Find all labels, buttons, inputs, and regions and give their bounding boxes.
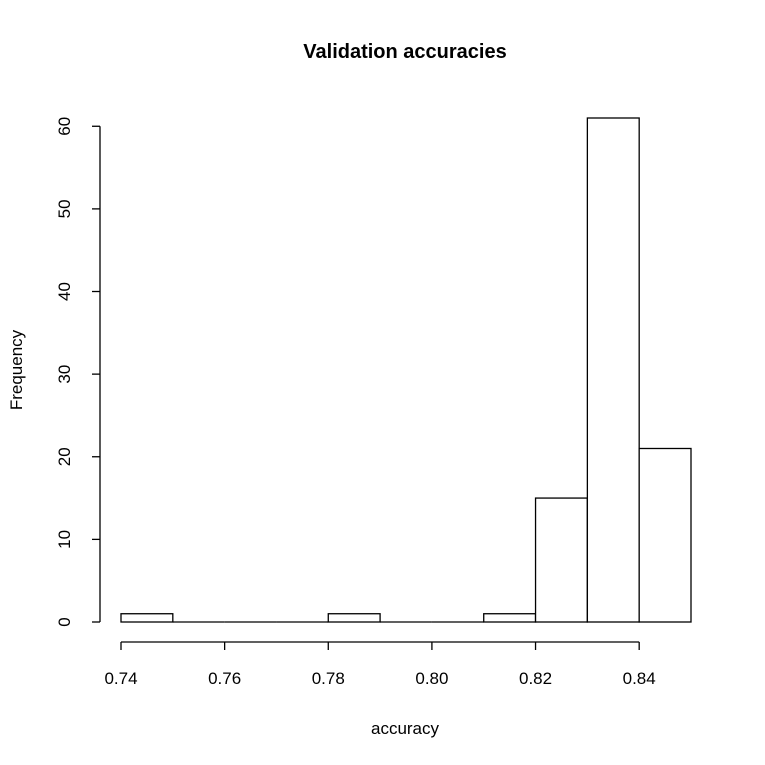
x-tick-label: 0.82: [519, 669, 552, 688]
x-axis-label: accuracy: [371, 719, 440, 738]
x-tick-label: 0.76: [208, 669, 241, 688]
y-tick-label: 30: [55, 365, 74, 384]
histogram-bar-10: [638, 447, 692, 623]
x-tick-label: 0.74: [104, 669, 137, 688]
histogram-bar-7: [483, 613, 537, 623]
x-tick-label: 0.80: [415, 669, 448, 688]
y-tick-label: 40: [55, 282, 74, 301]
y-axis: 0 10 20 30 40 50 60: [55, 117, 101, 627]
y-axis-label: Frequency: [7, 329, 26, 410]
y-tick-label: 60: [55, 117, 74, 136]
y-tick-label: 10: [55, 530, 74, 549]
y-tick-label: 50: [55, 199, 74, 218]
histogram-bar-0: [120, 613, 174, 623]
x-axis: 0.74 0.76 0.78 0.80 0.82 0.84: [104, 641, 656, 688]
x-tick-label: 0.84: [623, 669, 656, 688]
histogram-bar-4: [327, 613, 381, 623]
histogram-bar-8: [534, 497, 589, 623]
histogram-bar-9: [586, 117, 640, 623]
chart-title: Validation accuracies: [303, 41, 506, 63]
y-tick-label: 20: [55, 447, 74, 466]
bars-group: [120, 117, 692, 623]
y-tick-label: 0: [55, 617, 74, 626]
x-tick-label: 0.78: [312, 669, 345, 688]
